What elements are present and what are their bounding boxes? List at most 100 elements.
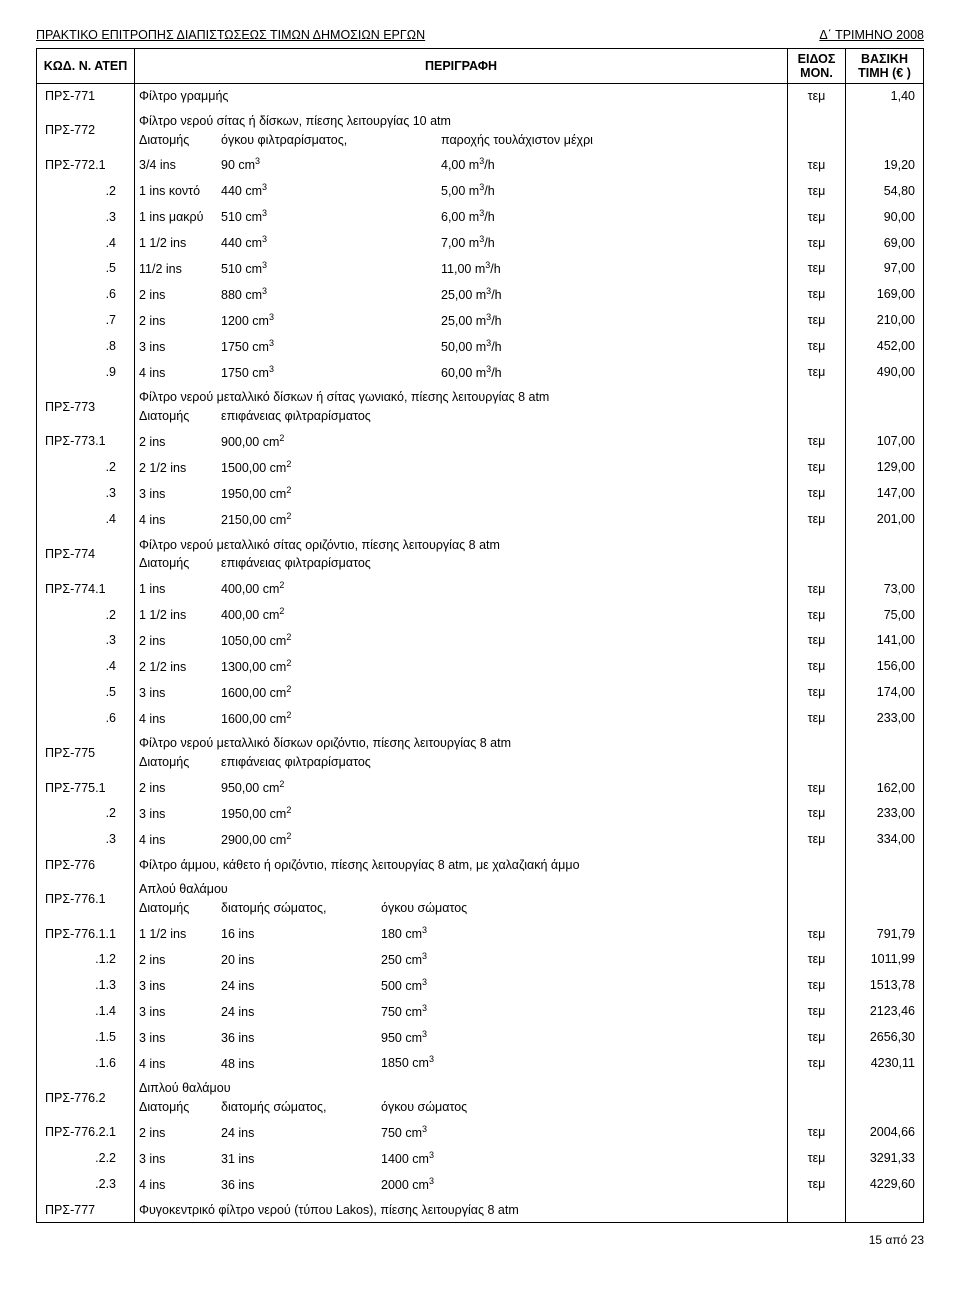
row-code: ΠΡΣ-777	[37, 1198, 135, 1223]
row-price: 1513,78	[846, 973, 924, 999]
row-desc: 2 ins950,00 cm2	[135, 775, 788, 801]
row-code: .2	[37, 455, 135, 481]
row-desc: Φίλτρο νερού σίτας ή δίσκων, πίεσης λειτ…	[135, 109, 788, 153]
table-row: .1.22 ins20 ins250 cm3τεμ1011,99	[37, 947, 924, 973]
row-price: 4229,60	[846, 1172, 924, 1198]
row-unit: τεμ	[788, 999, 846, 1025]
row-code: .1.4	[37, 999, 135, 1025]
row-unit: τεμ	[788, 576, 846, 602]
row-desc: 2 ins900,00 cm2	[135, 429, 788, 455]
row-desc: 1 ins κοντό440 cm35,00 m3/h	[135, 178, 788, 204]
row-code: .5	[37, 256, 135, 282]
row-code: .3	[37, 827, 135, 853]
row-price: 791,79	[846, 921, 924, 947]
row-code: .9	[37, 360, 135, 386]
row-desc: Φίλτρο γραμμής	[135, 84, 788, 109]
row-unit: τεμ	[788, 308, 846, 334]
row-unit: τεμ	[788, 602, 846, 628]
row-unit: τεμ	[788, 706, 846, 732]
table-row: ΠΡΣ-774.11 ins400,00 cm2τεμ73,00	[37, 576, 924, 602]
row-unit: τεμ	[788, 455, 846, 481]
row-price: 4230,11	[846, 1050, 924, 1076]
row-code: .1.3	[37, 973, 135, 999]
row-desc: 3 ins1950,00 cm2	[135, 481, 788, 507]
row-code: ΠΡΣ-776.2.1	[37, 1120, 135, 1146]
table-row: ΠΡΣ-773.12 ins900,00 cm2τεμ107,00	[37, 429, 924, 455]
col-unit-header: ΕΙΔΟΣ ΜΟΝ.	[788, 49, 846, 84]
row-desc: Φίλτρο νερού μεταλλικό δίσκων ή σίτας γω…	[135, 385, 788, 429]
row-unit: τεμ	[788, 1050, 846, 1076]
row-desc: 3/4 ins90 cm34,00 m3/h	[135, 152, 788, 178]
row-code: .2	[37, 602, 135, 628]
page-header: ΠΡΑΚΤΙΚΟ ΕΠΙΤΡΟΠΗΣ ΔΙΑΠΙΣΤΩΣΕΩΣ ΤΙΜΩΝ ΔΗ…	[36, 28, 924, 42]
row-unit	[788, 1198, 846, 1223]
row-code: .4	[37, 654, 135, 680]
table-row: .1.43 ins24 ins750 cm3τεμ2123,46	[37, 999, 924, 1025]
row-code: .4	[37, 230, 135, 256]
row-desc: 1 1/2 ins440 cm37,00 m3/h	[135, 230, 788, 256]
row-price: 233,00	[846, 801, 924, 827]
row-desc: 2 ins880 cm325,00 m3/h	[135, 282, 788, 308]
row-price: 73,00	[846, 576, 924, 602]
row-unit	[788, 731, 846, 775]
row-code: .1.6	[37, 1050, 135, 1076]
table-body: ΠΡΣ-771Φίλτρο γραμμήςτεμ1,40ΠΡΣ-772Φίλτρ…	[37, 84, 924, 1223]
row-unit: τεμ	[788, 84, 846, 109]
row-desc: 1 ins400,00 cm2	[135, 576, 788, 602]
row-desc: 4 ins1600,00 cm2	[135, 706, 788, 732]
row-code: .1.5	[37, 1025, 135, 1051]
row-desc: Φίλτρο άμμου, κάθετο ή οριζόντιο, πίεσης…	[135, 853, 788, 878]
row-desc: 1 1/2 ins16 ins180 cm3	[135, 921, 788, 947]
row-desc: 1 1/2 ins400,00 cm2	[135, 602, 788, 628]
row-desc: Φίλτρο νερού μεταλλικό σίτας οριζόντιο, …	[135, 533, 788, 577]
row-unit	[788, 385, 846, 429]
row-unit: τεμ	[788, 204, 846, 230]
row-price: 69,00	[846, 230, 924, 256]
row-price: 2004,66	[846, 1120, 924, 1146]
row-price	[846, 1198, 924, 1223]
table-row: .511/2 ins510 cm311,00 m3/hτεμ97,00	[37, 256, 924, 282]
row-unit: τεμ	[788, 1172, 846, 1198]
table-row: ΠΡΣ-777Φυγοκεντρικό φίλτρο νερού (τύπου …	[37, 1198, 924, 1223]
row-desc: 4 ins36 ins2000 cm3	[135, 1172, 788, 1198]
table-row: ΠΡΣ-775.12 ins950,00 cm2τεμ162,00	[37, 775, 924, 801]
row-price: 490,00	[846, 360, 924, 386]
row-desc: 2 ins1050,00 cm2	[135, 628, 788, 654]
row-code: ΠΡΣ-774.1	[37, 576, 135, 602]
table-row: .2.34 ins36 ins2000 cm3τεμ4229,60	[37, 1172, 924, 1198]
row-unit	[788, 109, 846, 153]
col-code-header: ΚΩΔ. Ν. ΑΤΕΠ	[37, 49, 135, 84]
row-unit: τεμ	[788, 429, 846, 455]
row-price: 2656,30	[846, 1025, 924, 1051]
row-unit	[788, 533, 846, 577]
row-desc: 2 ins1200 cm325,00 m3/h	[135, 308, 788, 334]
row-unit: τεμ	[788, 178, 846, 204]
row-unit: τεμ	[788, 801, 846, 827]
table-row: ΠΡΣ-774Φίλτρο νερού μεταλλικό σίτας οριζ…	[37, 533, 924, 577]
row-code: .6	[37, 282, 135, 308]
row-price: 210,00	[846, 308, 924, 334]
row-code: .2	[37, 801, 135, 827]
row-price: 1011,99	[846, 947, 924, 973]
row-code: .7	[37, 308, 135, 334]
row-unit: τεμ	[788, 1025, 846, 1051]
row-code: .2.3	[37, 1172, 135, 1198]
row-code: ΠΡΣ-771	[37, 84, 135, 109]
table-row: .83 ins1750 cm350,00 m3/hτεμ452,00	[37, 334, 924, 360]
table-row: ΠΡΣ-776.2Διπλού θαλάμουΔιατομήςδιατομής …	[37, 1076, 924, 1120]
row-unit: τεμ	[788, 827, 846, 853]
row-desc: 1 ins μακρύ510 cm36,00 m3/h	[135, 204, 788, 230]
row-unit: τεμ	[788, 282, 846, 308]
price-table: ΚΩΔ. Ν. ΑΤΕΠ ΠΕΡΙΓΡΑΦΗ ΕΙΔΟΣ ΜΟΝ. ΒΑΣΙΚΗ…	[36, 48, 924, 1223]
row-desc: 3 ins24 ins750 cm3	[135, 999, 788, 1025]
header-left: ΠΡΑΚΤΙΚΟ ΕΠΙΤΡΟΠΗΣ ΔΙΑΠΙΣΤΩΣΕΩΣ ΤΙΜΩΝ ΔΗ…	[36, 28, 425, 42]
row-price	[846, 385, 924, 429]
row-price: 75,00	[846, 602, 924, 628]
row-desc: 3 ins31 ins1400 cm3	[135, 1146, 788, 1172]
table-row: .32 ins1050,00 cm2τεμ141,00	[37, 628, 924, 654]
row-code: .4	[37, 507, 135, 533]
table-row: .44 ins2150,00 cm2τεμ201,00	[37, 507, 924, 533]
table-row: .22 1/2 ins1500,00 cm2τεμ129,00	[37, 455, 924, 481]
row-price: 54,80	[846, 178, 924, 204]
row-price: 97,00	[846, 256, 924, 282]
